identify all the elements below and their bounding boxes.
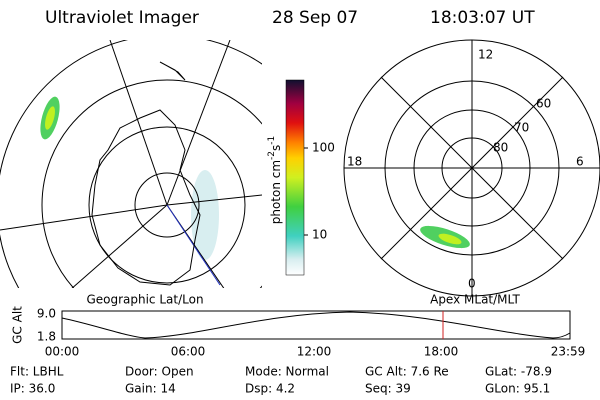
- polar-label: 0: [468, 277, 476, 291]
- geographic-map: [0, 40, 262, 288]
- map-label: Apex MLat/MLT: [430, 293, 520, 307]
- polar-label: 18: [347, 155, 362, 169]
- colorbar-tick: 100: [312, 141, 335, 155]
- info-item: GLon: 95.1: [485, 382, 550, 396]
- colorbar-label: photon cm-2s-1: [267, 136, 283, 225]
- info-item: Door: Open: [125, 365, 194, 379]
- y-tick-label: 1.8: [37, 330, 56, 344]
- info-item: GLat: -78.9: [485, 365, 552, 379]
- info-item: Dsp: 4.2: [245, 382, 295, 396]
- y-axis-label: GC Alt: [11, 306, 25, 344]
- info-item: Gain: 14: [125, 382, 176, 396]
- info: Flt: LBHL Door: Open Mode: Normal GC Alt…: [10, 365, 552, 396]
- polar-label: 6: [576, 155, 584, 169]
- info-item: IP: 36.0: [10, 382, 55, 396]
- date: 28 Sep 07: [272, 8, 358, 28]
- colorbar-tick: 10: [312, 228, 327, 242]
- y-tick-label: 9.0: [37, 307, 56, 321]
- map-label: Geographic Lat/Lon: [86, 293, 203, 307]
- polar-label: 60: [536, 97, 551, 111]
- x-tick-label: 12:00: [297, 345, 332, 359]
- x-tick-label: 18:00: [424, 345, 459, 359]
- info-item: GC Alt: 7.6 Re: [365, 365, 449, 379]
- altitude-plot: GC Alt 9.0 1.8 00:00 06:00 12:00 18:00 2…: [11, 306, 586, 359]
- colorbar: [285, 79, 305, 276]
- x-tick-label: 00:00: [45, 345, 80, 359]
- x-tick-label: 23:59: [551, 345, 586, 359]
- polar-plot: 12 18 6 0 60 70 80: [343, 39, 600, 297]
- x-tick-label: 06:00: [171, 345, 206, 359]
- time: 18:03:07 UT: [430, 8, 535, 28]
- polar-label: 70: [514, 121, 529, 135]
- info-item: Seq: 39: [365, 382, 411, 396]
- instrument: Ultraviolet Imager: [45, 8, 199, 28]
- info-item: Flt: LBHL: [10, 365, 64, 379]
- info-item: Mode: Normal: [245, 365, 329, 379]
- polar-label: 80: [493, 141, 508, 155]
- polar-label: 12: [478, 48, 493, 62]
